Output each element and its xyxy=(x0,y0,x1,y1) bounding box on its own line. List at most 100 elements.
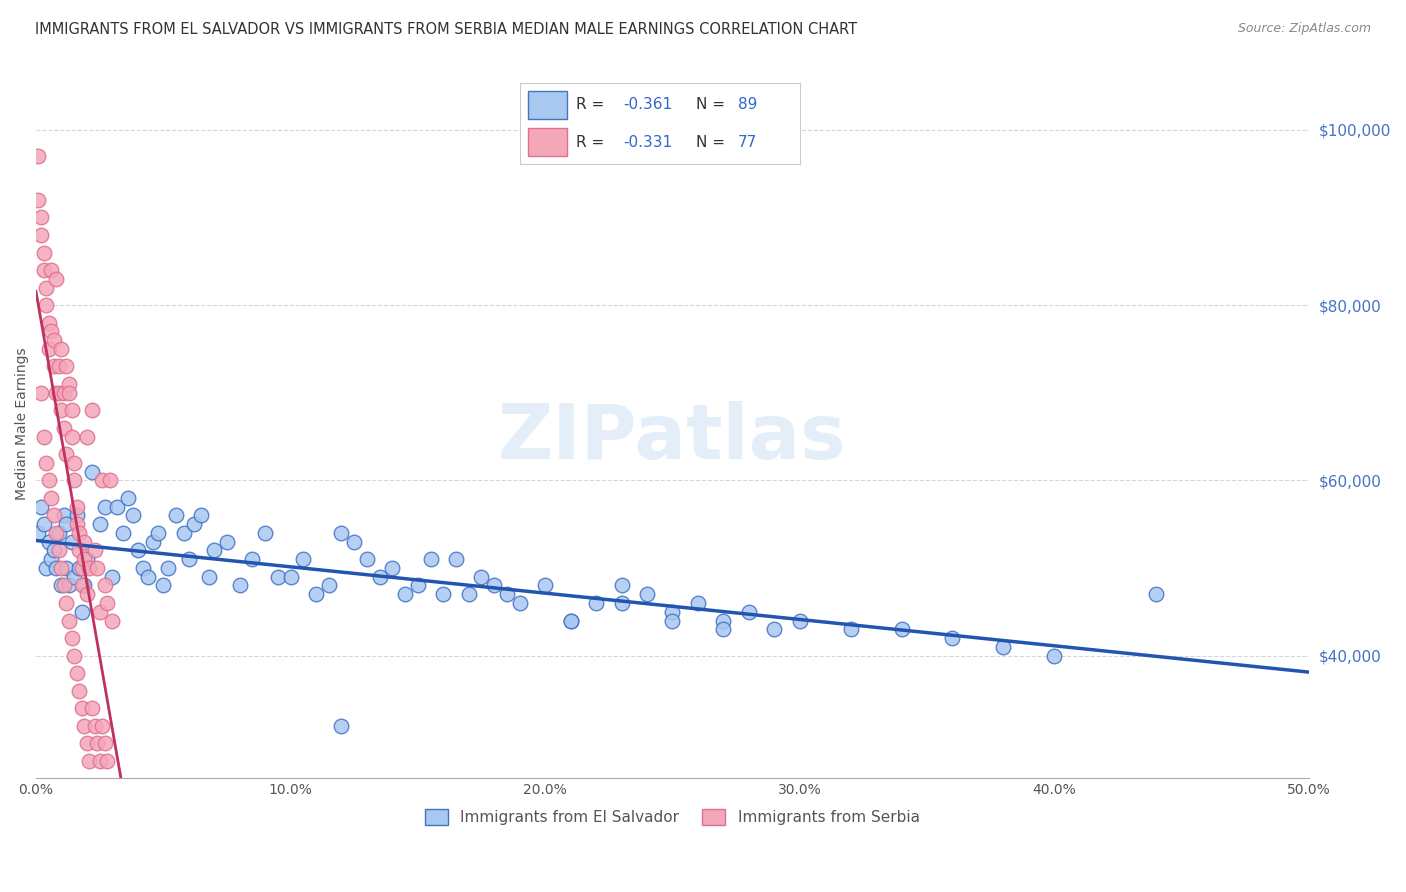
Point xyxy=(394,587,416,601)
Point xyxy=(484,578,506,592)
Point xyxy=(165,508,187,523)
Point xyxy=(457,587,479,601)
Point xyxy=(560,614,582,628)
Point xyxy=(305,587,328,601)
Point xyxy=(96,596,118,610)
Point xyxy=(27,525,49,540)
Point xyxy=(66,517,89,532)
Point xyxy=(610,578,633,592)
Point xyxy=(444,552,467,566)
Point xyxy=(52,385,75,400)
Point xyxy=(89,605,111,619)
Point xyxy=(55,561,77,575)
Point xyxy=(58,385,80,400)
Point xyxy=(763,622,786,636)
Point xyxy=(80,465,103,479)
Text: Source: ZipAtlas.com: Source: ZipAtlas.com xyxy=(1237,22,1371,36)
Point xyxy=(93,578,115,592)
Point xyxy=(73,719,96,733)
Point xyxy=(66,500,89,514)
Point xyxy=(80,403,103,417)
Point xyxy=(55,596,77,610)
Point xyxy=(839,622,862,636)
Point xyxy=(101,614,124,628)
Point xyxy=(368,570,391,584)
Point xyxy=(67,525,90,540)
Point xyxy=(38,342,60,356)
Point xyxy=(45,385,67,400)
Point xyxy=(89,754,111,768)
Legend: Immigrants from El Salvador, Immigrants from Serbia: Immigrants from El Salvador, Immigrants … xyxy=(416,800,929,834)
Point xyxy=(585,596,607,610)
Point xyxy=(67,543,90,558)
Point xyxy=(280,570,302,584)
Point xyxy=(51,403,73,417)
Point xyxy=(55,517,77,532)
Point xyxy=(27,193,49,207)
Point xyxy=(136,570,159,584)
Point xyxy=(121,508,143,523)
Point xyxy=(70,561,93,575)
Point xyxy=(91,719,114,733)
Point xyxy=(91,473,114,487)
Point xyxy=(117,491,139,505)
Point xyxy=(60,403,83,417)
Point xyxy=(42,543,65,558)
Point xyxy=(292,552,315,566)
Point xyxy=(496,587,519,601)
Point xyxy=(63,473,86,487)
Point xyxy=(686,596,709,610)
Point xyxy=(55,447,77,461)
Point xyxy=(76,429,98,443)
Point xyxy=(66,508,89,523)
Point xyxy=(45,525,67,540)
Point xyxy=(509,596,531,610)
Point xyxy=(202,543,225,558)
Point xyxy=(661,605,683,619)
Point xyxy=(35,280,58,294)
Point xyxy=(32,517,55,532)
Point xyxy=(63,648,86,663)
Point xyxy=(132,561,155,575)
Point xyxy=(711,622,734,636)
Point xyxy=(83,719,105,733)
Point xyxy=(93,500,115,514)
Point xyxy=(32,429,55,443)
Point xyxy=(35,456,58,470)
Point xyxy=(1043,648,1066,663)
Point xyxy=(45,272,67,286)
Point xyxy=(63,570,86,584)
Point xyxy=(993,640,1015,654)
Point xyxy=(86,736,108,750)
Point xyxy=(267,570,290,584)
Point xyxy=(79,561,101,575)
Point xyxy=(330,719,353,733)
Point xyxy=(738,605,761,619)
Text: ZIPatlas: ZIPatlas xyxy=(498,401,846,475)
Point xyxy=(32,263,55,277)
Point xyxy=(98,473,121,487)
Point xyxy=(381,561,404,575)
Point xyxy=(73,578,96,592)
Point xyxy=(51,561,73,575)
Y-axis label: Median Male Earnings: Median Male Earnings xyxy=(15,347,30,500)
Point xyxy=(534,578,557,592)
Point xyxy=(30,211,52,225)
Point xyxy=(45,561,67,575)
Point xyxy=(890,622,912,636)
Point xyxy=(560,614,582,628)
Point xyxy=(419,552,441,566)
Point xyxy=(318,578,340,592)
Point xyxy=(66,666,89,681)
Point xyxy=(48,385,70,400)
Point xyxy=(70,605,93,619)
Point xyxy=(63,456,86,470)
Point xyxy=(60,631,83,645)
Point xyxy=(38,473,60,487)
Point xyxy=(111,525,134,540)
Point xyxy=(127,543,149,558)
Point xyxy=(80,701,103,715)
Point xyxy=(73,552,96,566)
Point xyxy=(152,578,174,592)
Point xyxy=(60,534,83,549)
